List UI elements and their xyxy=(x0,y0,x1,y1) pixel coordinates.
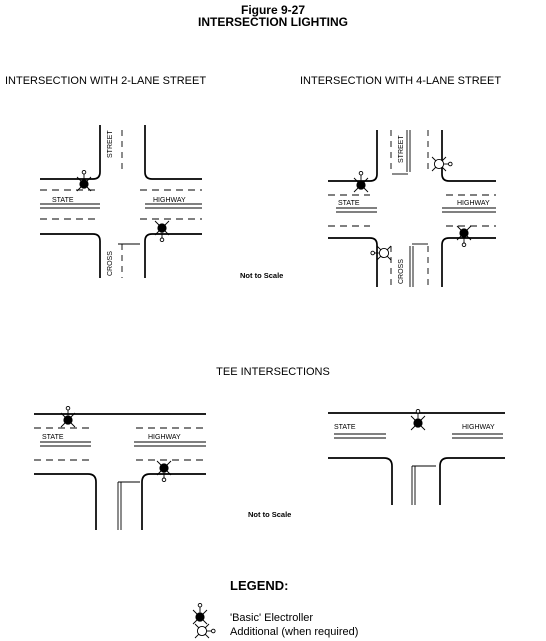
curb-bottom-right xyxy=(439,457,505,505)
curb-bottom-left xyxy=(328,457,393,505)
curb-bottom-left xyxy=(40,233,101,278)
label-state: STATE xyxy=(52,197,74,204)
label-highway: HIGHWAY xyxy=(153,197,186,204)
label-street: STREET xyxy=(107,130,114,158)
curb-top-left xyxy=(40,125,101,180)
curb-bottom-right xyxy=(144,233,202,278)
figure-title: INTERSECTION LIGHTING xyxy=(198,15,348,29)
label-highway: HIGHWAY xyxy=(462,424,495,431)
curb-bottom-left xyxy=(34,473,97,530)
additional-electroller-icon xyxy=(370,245,392,261)
label-highway: HIGHWAY xyxy=(148,434,181,441)
not-to-scale-label: Not to Scale xyxy=(248,510,291,519)
curb-bottom-left xyxy=(328,237,378,287)
tee-intersection-right xyxy=(328,412,505,505)
basic-electroller-icon xyxy=(156,460,172,483)
label-highway: HIGHWAY xyxy=(457,200,490,207)
curb-top-right xyxy=(441,130,496,182)
not-to-scale-label: Not to Scale xyxy=(240,271,283,280)
label-state: STATE xyxy=(42,434,64,441)
basic-electroller-icon xyxy=(76,169,92,192)
label-state: STATE xyxy=(334,424,356,431)
legend-title: LEGEND: xyxy=(230,578,289,593)
basic-electroller-icon xyxy=(60,405,76,428)
section-title-2-lane: INTERSECTION WITH 2-LANE STREET xyxy=(5,75,207,87)
curb-top-right xyxy=(144,125,202,180)
section-title-tee: TEE INTERSECTIONS xyxy=(216,366,330,378)
curb-top-left xyxy=(328,130,378,182)
basic-electroller-icon xyxy=(192,602,208,625)
additional-electroller-icon xyxy=(194,623,216,639)
label-cross: CROSS xyxy=(398,259,405,284)
tee-intersection-left xyxy=(34,413,206,530)
section-title-4-lane: INTERSECTION WITH 4-LANE STREET xyxy=(300,75,502,87)
basic-electroller-icon xyxy=(456,225,472,248)
legend-item-label: Additional (when required) xyxy=(230,626,358,638)
curb-bottom-right xyxy=(441,237,496,287)
legend-item-label: 'Basic' Electroller xyxy=(230,612,313,624)
label-cross: CROSS xyxy=(107,251,114,276)
label-street: STREET xyxy=(398,135,405,163)
curb-bottom-right xyxy=(141,473,206,530)
four-lane-intersection xyxy=(328,130,496,287)
label-state: STATE xyxy=(338,200,360,207)
basic-electroller-icon xyxy=(154,220,170,243)
figure-number: Figure 9-27 xyxy=(240,3,306,17)
